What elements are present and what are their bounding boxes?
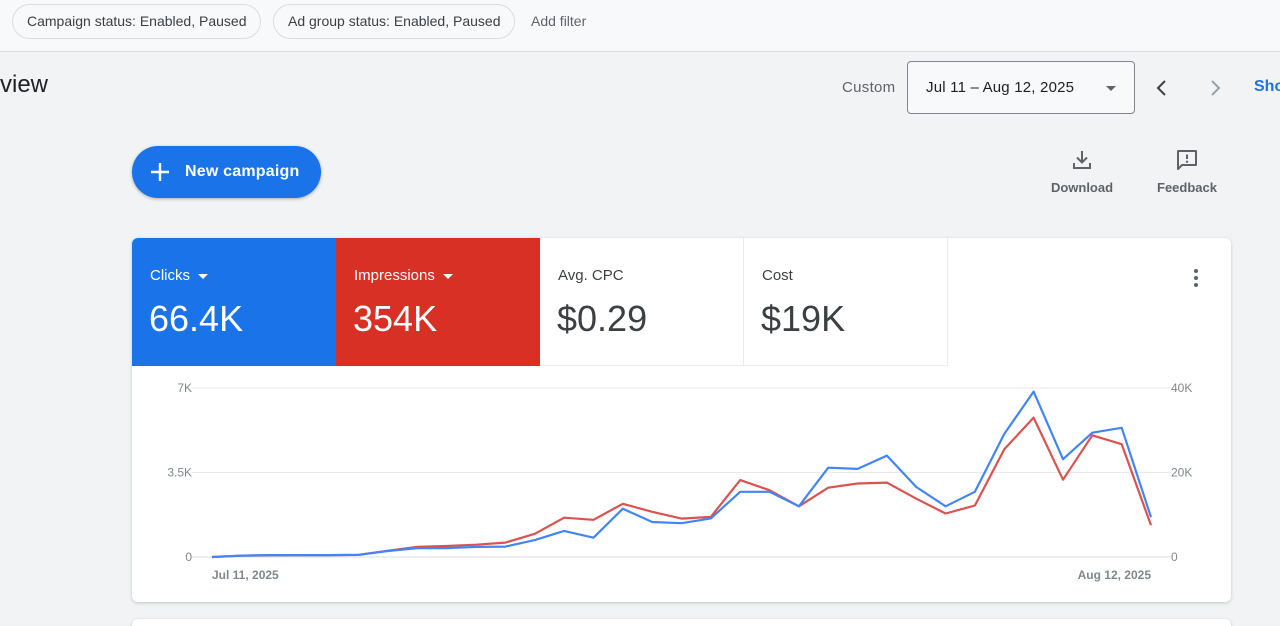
caret-down-icon	[198, 273, 208, 279]
date-range-select[interactable]: Jul 11 – Aug 12, 2025	[907, 61, 1135, 114]
x-tick-start: Jul 11, 2025	[212, 568, 279, 582]
new-campaign-button[interactable]: New campaign	[132, 146, 321, 198]
chevron-left-icon[interactable]	[1150, 76, 1174, 100]
y-tick-left: 0	[185, 550, 192, 564]
filter-chip-ad-group-status[interactable]: Ad group status: Enabled, Paused	[273, 4, 516, 39]
filter-bar: Campaign status: Enabled, Paused Ad grou…	[0, 0, 1280, 52]
date-range-label: Custom	[842, 79, 896, 96]
metric-avg-cpc-name: Avg. CPC	[558, 267, 624, 284]
page-title: view	[0, 71, 49, 98]
y-tick-right: 0	[1171, 550, 1178, 564]
metric-cost[interactable]: Cost $19K	[744, 238, 948, 366]
add-filter-button[interactable]: Add filter	[531, 13, 587, 29]
metric-impressions-value: 354K	[353, 298, 438, 339]
download-label: Download	[1050, 180, 1114, 195]
metric-impressions[interactable]: Impressions 354K	[336, 238, 540, 366]
metric-avg-cpc-value: $0.29	[557, 298, 648, 339]
plus-icon	[151, 163, 169, 181]
y-tick-left: 7K	[177, 381, 192, 395]
filter-chip-campaign-status[interactable]: Campaign status: Enabled, Paused	[12, 4, 262, 39]
series-line-impressions	[211, 416, 1153, 559]
chevron-right-icon	[1211, 80, 1221, 96]
feedback-button[interactable]: Feedback	[1152, 148, 1222, 195]
show-link[interactable]: Sho	[1254, 78, 1280, 95]
download-button[interactable]: Download	[1046, 148, 1118, 195]
next-card	[132, 619, 1231, 626]
y-tick-left: 3.5K	[167, 466, 192, 480]
new-campaign-label: New campaign	[185, 163, 300, 180]
metric-avg-cpc[interactable]: Avg. CPC $0.29	[540, 238, 744, 366]
feedback-icon	[1177, 150, 1197, 170]
caret-down-icon	[442, 273, 453, 279]
series-line-clicks	[211, 390, 1153, 559]
download-icon	[1073, 151, 1091, 169]
metric-cost-name: Cost	[762, 267, 793, 284]
metric-cost-value: $19K	[761, 298, 846, 339]
chevron-down-icon	[1106, 86, 1116, 91]
feedback-label: Feedback	[1157, 180, 1217, 195]
x-tick-end: Aug 12, 2025	[1078, 568, 1152, 582]
metric-impressions-name: Impressions	[354, 267, 435, 284]
y-tick-right: 40K	[1171, 381, 1192, 395]
metric-clicks-name: Clicks	[150, 267, 190, 284]
metric-clicks-value: 66.4K	[149, 298, 244, 339]
date-range-value: Jul 11 – Aug 12, 2025	[926, 79, 1075, 96]
performance-chart: 0 0 3.5K 20K 7K 40K Jul 11, 2025 Aug 12, 2025	[167, 381, 1192, 582]
metric-clicks[interactable]: Clicks 66.4K	[132, 238, 336, 366]
y-tick-right: 20K	[1171, 466, 1192, 480]
performance-card: Clicks 66.4K Impressions 354K Avg. CPC $…	[132, 238, 1231, 602]
more-vert-icon[interactable]	[1184, 266, 1208, 290]
